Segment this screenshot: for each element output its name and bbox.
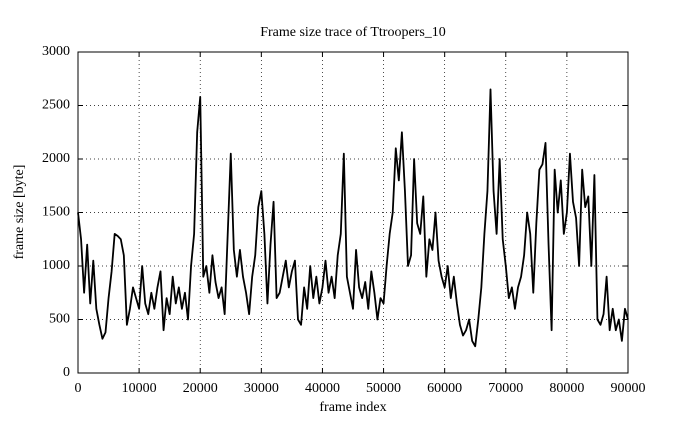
y-tick-label: 0 <box>63 365 70 380</box>
chart-title: Frame size trace of Ttroopers_10 <box>260 25 446 40</box>
x-tick-label: 50000 <box>366 381 401 396</box>
x-tick-label: 90000 <box>611 381 646 396</box>
y-axis-label: frame size [byte] <box>12 165 27 260</box>
y-tick-label: 1500 <box>42 205 70 220</box>
y-tick-label: 2000 <box>42 151 70 166</box>
plot-frame <box>77 51 629 374</box>
y-tick-label: 500 <box>49 312 70 327</box>
y-tick-label: 2500 <box>42 98 70 113</box>
x-tick-label: 40000 <box>305 381 340 396</box>
x-tick-label: 60000 <box>427 381 462 396</box>
x-tick-label: 10000 <box>122 381 157 396</box>
y-tick-label: 3000 <box>42 44 70 59</box>
y-tick-label: 1000 <box>42 258 70 273</box>
x-tick-label: 20000 <box>183 381 218 396</box>
x-tick-label: 30000 <box>244 381 279 396</box>
data-line <box>77 88 629 348</box>
x-tick-label: 70000 <box>488 381 523 396</box>
x-tick-label: 0 <box>75 381 82 396</box>
x-tick-label: 80000 <box>549 381 584 396</box>
x-axis-label: frame index <box>319 400 386 415</box>
